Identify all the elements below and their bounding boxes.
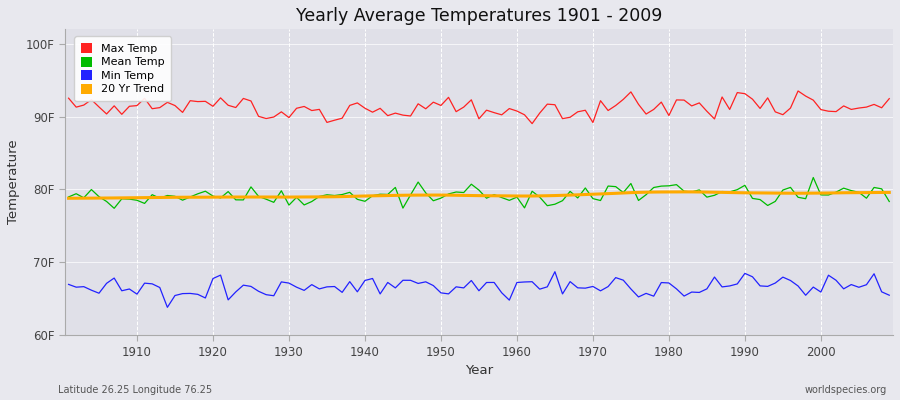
Y-axis label: Temperature: Temperature xyxy=(7,140,20,224)
Title: Yearly Average Temperatures 1901 - 2009: Yearly Average Temperatures 1901 - 2009 xyxy=(296,7,662,25)
X-axis label: Year: Year xyxy=(465,364,493,377)
Text: worldspecies.org: worldspecies.org xyxy=(805,385,886,395)
Legend: Max Temp, Mean Temp, Min Temp, 20 Yr Trend: Max Temp, Mean Temp, Min Temp, 20 Yr Tre… xyxy=(75,36,171,101)
Text: Latitude 26.25 Longitude 76.25: Latitude 26.25 Longitude 76.25 xyxy=(58,385,212,395)
